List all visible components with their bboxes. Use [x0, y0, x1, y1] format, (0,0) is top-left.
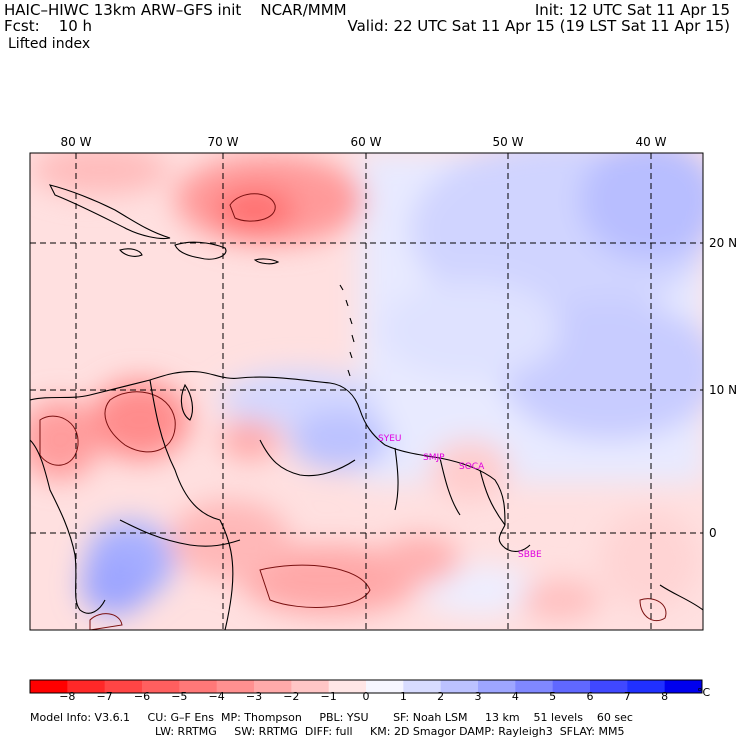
model-info-line2: LW: RRTMG SW: RRTMG DIFF: full KM: 2D Sm…	[155, 725, 625, 738]
colorbar-cell	[590, 680, 628, 693]
lon-label-70w: 70 W	[207, 135, 239, 149]
colorbar-cell	[104, 680, 143, 693]
colorbar-label: −5	[171, 690, 188, 703]
colorbar-label: 0	[362, 690, 370, 703]
colorbar-cell	[366, 680, 404, 693]
colorbar-label: 2	[437, 690, 445, 703]
colorbar-cell	[440, 680, 479, 693]
colorbar-label: −8	[59, 690, 76, 703]
model-info-line1: Model Info: V3.6.1 CU: G–F Ens MP: Thomp…	[30, 711, 633, 724]
colorbar-cell	[30, 680, 68, 693]
colorbar-label: −4	[208, 690, 225, 703]
station-labels: SYEU SMJP SOCA SBBE	[378, 434, 542, 560]
colorbar-label: 5	[549, 690, 557, 703]
field-name: Lifted index	[8, 36, 91, 52]
colorbar-label: 6	[586, 690, 594, 703]
colorbar-label: −6	[133, 690, 151, 703]
station-syeu: SYEU	[378, 434, 401, 444]
colorbar-cell	[254, 680, 292, 693]
colorbar-label: −3	[245, 690, 263, 703]
colorbar-label: 8	[661, 690, 669, 703]
lat-label-20n: 20 N	[709, 236, 738, 250]
lon-label-40w: 40 W	[635, 135, 667, 149]
lat-label-0: 0	[709, 526, 717, 540]
forecast-hour: Fcst: 10 h	[4, 17, 93, 35]
colorbar-label: −1	[320, 690, 337, 703]
colorbar-cell	[179, 680, 218, 693]
colorbar-cell	[478, 680, 516, 693]
colorbar-unit: °C	[697, 686, 711, 699]
shaded-field	[30, 153, 703, 620]
lon-label-60w: 60 W	[350, 135, 382, 149]
colorbar-label: 4	[511, 690, 519, 703]
colorbar-label: −7	[96, 690, 113, 703]
colorbar-cell	[552, 680, 591, 693]
colorbar-cell	[216, 680, 255, 693]
colorbar-cell	[291, 680, 330, 693]
map-frame	[29, 152, 704, 631]
colorbar-label: 1	[399, 690, 407, 703]
colorbar-frame	[29, 679, 703, 694]
contour-lines	[39, 193, 667, 630]
station-soca: SOCA	[459, 462, 485, 472]
station-sbbe: SBBE	[518, 550, 542, 560]
colorbar-label: −2	[283, 690, 300, 703]
colorbar-cell	[67, 680, 106, 693]
colorbar-label: 7	[623, 690, 631, 703]
lat-label-10n: 10 N	[709, 383, 738, 397]
colorbar-cell	[328, 680, 367, 693]
plot-title: HAIC–HIWC 13km ARW–GFS init NCAR/MMM	[4, 1, 347, 19]
graticule	[30, 153, 703, 630]
colorbar-cell	[664, 680, 703, 693]
colorbar-cell	[627, 680, 666, 693]
valid-time: Valid: 22 UTC Sat 11 Apr 15 (19 LST Sat …	[347, 17, 730, 35]
station-smjp: SMJP	[423, 453, 445, 463]
lon-label-50w: 50 W	[492, 135, 524, 149]
colorbar-cell	[515, 680, 554, 693]
lon-label-80w: 80 W	[60, 135, 92, 149]
coastlines	[30, 184, 703, 630]
colorbar-cell	[142, 680, 180, 693]
colorbar-cell	[403, 680, 442, 693]
colorbar-label: 3	[474, 690, 482, 703]
init-time: Init: 12 UTC Sat 11 Apr 15	[534, 1, 730, 19]
